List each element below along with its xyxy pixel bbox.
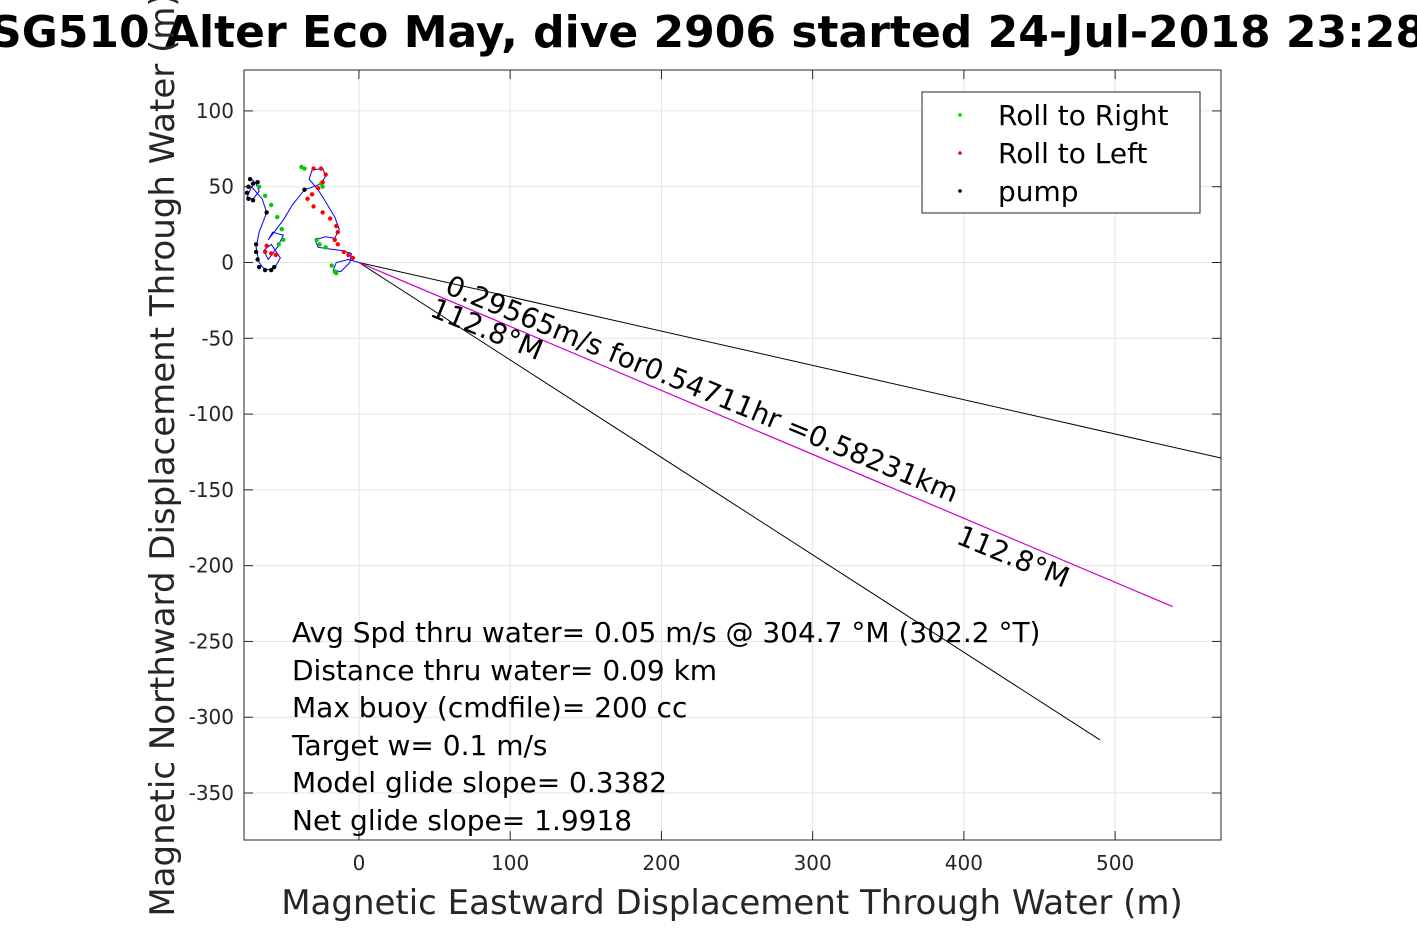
legend-box: [921, 91, 1201, 214]
legend-marker-pump: [958, 189, 962, 193]
point-pump: [272, 264, 277, 270]
info-distance: Distance thru water= 0.09 km: [292, 654, 717, 687]
y-tick-label: 50: [209, 175, 234, 199]
point-pump: [302, 187, 307, 192]
point-roll-to-left: [341, 249, 347, 255]
info-avg-speed: Avg Spd thru water= 0.05 m/s @ 304.7 °M …: [292, 616, 1040, 649]
legend-marker-roll-left: [958, 151, 962, 155]
y-tick-label: -50: [201, 326, 234, 350]
x-tick-label: 0: [353, 851, 366, 875]
point-roll-to-right: [262, 193, 268, 199]
point-roll-to-left: [323, 172, 328, 177]
axis-ticks: 0 100 200 300 400 500-350-300-250-200-150-100…: [189, 70, 1221, 875]
bearing-line: [358, 261, 1173, 608]
y-tick-label: -150: [189, 478, 234, 502]
y-axis-label: Magnetic Northward Displacement Through …: [143, 0, 183, 917]
grid: [244, 70, 1221, 840]
point-roll-to-right: [323, 245, 328, 250]
legend: Roll to Right Roll to Left pump: [921, 91, 1201, 214]
info-text-block: Avg Spd thru water= 0.05 m/s @ 304.7 °M …: [291, 616, 1040, 837]
point-roll-to-right: [279, 226, 285, 232]
y-tick-label: 0: [221, 251, 234, 275]
y-tick-label: -300: [189, 705, 234, 729]
point-roll-to-left: [334, 223, 339, 229]
legend-label-roll-right: Roll to Right: [998, 99, 1169, 132]
bearing-line: [358, 262, 1101, 741]
point-pump: [255, 179, 260, 185]
point-pump: [256, 264, 262, 270]
point-pump: [250, 198, 256, 203]
point-roll-to-left: [346, 252, 351, 258]
y-tick-label: -200: [189, 554, 234, 578]
point-pump: [250, 181, 256, 186]
legend-marker-roll-right: [958, 113, 962, 117]
y-tick-label: -250: [189, 629, 234, 653]
data-layer: [244, 164, 1221, 741]
point-roll-to-right: [320, 184, 325, 189]
x-tick-label: 100: [491, 851, 529, 875]
point-pump: [246, 196, 251, 202]
point-roll-to-right: [275, 214, 280, 220]
point-pump: [269, 267, 274, 273]
point-pump: [253, 249, 259, 255]
point-pump: [247, 176, 253, 182]
y-tick-label: -100: [189, 402, 234, 426]
plot-frame: [243, 69, 1222, 841]
legend-label-pump: pump: [998, 175, 1079, 208]
point-roll-to-left: [328, 216, 333, 221]
y-tick-label: -350: [189, 781, 234, 805]
point-roll-to-left: [311, 204, 316, 209]
x-axis-label: Magnetic Eastward Displacement Through W…: [281, 883, 1183, 923]
x-tick-label: 500: [1096, 851, 1134, 875]
point-roll-to-right: [256, 184, 262, 189]
point-roll-to-right: [269, 202, 274, 208]
point-roll-to-left: [262, 249, 268, 255]
point-pump: [262, 267, 268, 273]
point-roll-to-right: [276, 242, 281, 247]
point-pump: [255, 257, 260, 262]
point-roll-to-right: [317, 242, 322, 247]
point-roll-to-left: [305, 196, 310, 202]
point-roll-to-left: [335, 242, 340, 247]
point-roll-to-left: [311, 166, 316, 171]
point-roll-to-left: [269, 251, 274, 256]
point-roll-to-left: [332, 237, 337, 242]
point-roll-to-left: [320, 179, 325, 185]
info-model-glide-slope: Model glide slope= 0.3382: [292, 766, 667, 799]
x-tick-label: 300: [794, 851, 832, 875]
y-tick-label: 100: [196, 99, 234, 123]
point-pump: [253, 242, 259, 247]
info-max-buoy: Max buoy (cmdfile)= 200 cc: [292, 691, 687, 724]
point-roll-to-left: [320, 210, 325, 215]
point-roll-to-left: [350, 255, 356, 261]
point-roll-to-right: [334, 270, 339, 276]
point-roll-to-right: [314, 237, 319, 242]
point-roll-to-left: [318, 166, 324, 171]
x-tick-label: 200: [642, 851, 680, 875]
bearing-line: [358, 262, 1221, 459]
info-target-w: Target w= 0.1 m/s: [291, 729, 548, 762]
point-roll-to-left: [315, 186, 321, 191]
point-roll-to-left: [273, 252, 278, 258]
point-roll-to-left: [264, 243, 269, 249]
point-pump: [244, 190, 250, 195]
info-net-glide-slope: Net glide slope= 1.9918: [292, 804, 632, 837]
point-roll-to-right: [329, 263, 334, 268]
x-tick-label: 400: [945, 851, 983, 875]
point-roll-to-left: [335, 229, 340, 235]
point-roll-to-right: [281, 237, 286, 242]
track-path: [246, 167, 360, 273]
chart-title: SG510 Alter Eco May, dive 2906 started 2…: [0, 7, 1417, 58]
point-roll-to-right: [302, 166, 307, 171]
legend-label-roll-left: Roll to Left: [998, 137, 1147, 170]
point-pump: [264, 210, 269, 215]
point-roll-to-left: [309, 192, 315, 197]
